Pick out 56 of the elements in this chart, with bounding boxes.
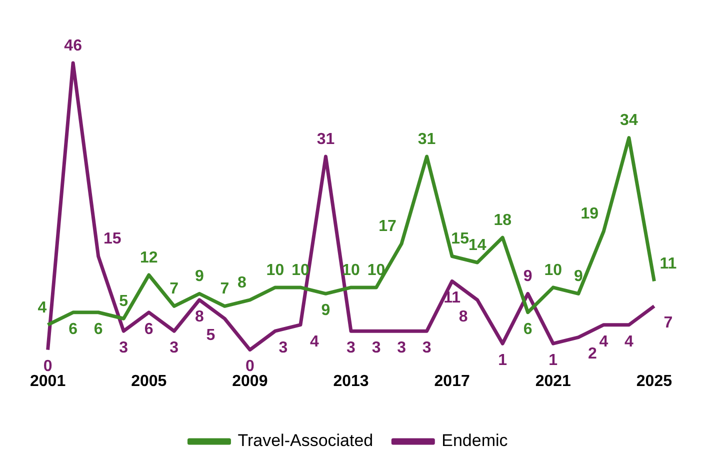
- data-label: 6: [144, 320, 154, 338]
- data-label: 9: [574, 268, 583, 286]
- data-label: 7: [664, 314, 673, 332]
- data-label: 11: [660, 256, 677, 273]
- data-label: 1: [498, 352, 508, 369]
- data-label: 5: [119, 293, 128, 310]
- data-label: 1: [548, 352, 558, 369]
- data-label: 2: [588, 346, 597, 363]
- data-label: 4: [38, 299, 47, 316]
- data-label: 31: [418, 130, 436, 148]
- legend-label: Endemic: [442, 431, 508, 450]
- data-label: 12: [140, 249, 158, 266]
- data-label: 8: [237, 274, 246, 292]
- data-label: 4: [310, 333, 320, 350]
- data-label: 4: [624, 333, 634, 350]
- data-label: 3: [372, 340, 381, 356]
- data-label: 7: [220, 280, 230, 298]
- data-label: 8: [458, 308, 468, 326]
- data-label: 3: [397, 340, 406, 356]
- data-label: 10: [367, 262, 386, 279]
- x-tick-label: 2017: [434, 372, 470, 390]
- data-label: 8: [194, 308, 204, 326]
- data-label: 9: [321, 302, 330, 320]
- data-label: 4: [599, 333, 608, 350]
- x-tick-label: 2025: [636, 372, 672, 390]
- data-label: 15: [103, 230, 122, 248]
- x-tick-label: 2001: [30, 372, 66, 390]
- legend-label: Travel-Associated: [238, 431, 374, 450]
- data-label: 3: [119, 340, 128, 356]
- x-tick-label: 2021: [535, 372, 572, 390]
- data-label: 0: [245, 358, 254, 376]
- data-label: 3: [170, 340, 179, 356]
- data-label: 31: [316, 130, 335, 148]
- data-label: 9: [194, 268, 204, 286]
- data-label: 3: [346, 340, 356, 356]
- data-label: 6: [523, 320, 532, 338]
- data-label: 18: [494, 212, 512, 229]
- data-label: 6: [68, 320, 78, 338]
- data-label: 46: [64, 37, 82, 54]
- data-label: 6: [94, 320, 103, 338]
- x-tick-label: 2005: [131, 372, 167, 390]
- data-label: 9: [523, 268, 532, 286]
- data-label: 3: [422, 340, 432, 356]
- data-label: 34: [620, 112, 638, 130]
- data-label: 14: [468, 236, 486, 254]
- data-label: 5: [206, 327, 216, 344]
- data-label: 10: [544, 262, 562, 279]
- data-label: 17: [378, 218, 397, 236]
- data-label: 10: [266, 262, 284, 279]
- data-label: 3: [278, 340, 288, 356]
- data-label: 0: [43, 358, 52, 376]
- data-label: 7: [170, 280, 179, 298]
- x-tick-label: 2009: [232, 372, 268, 390]
- data-label: 15: [451, 230, 470, 248]
- data-label: 19: [580, 206, 599, 223]
- x-tick-label: 2013: [333, 372, 369, 390]
